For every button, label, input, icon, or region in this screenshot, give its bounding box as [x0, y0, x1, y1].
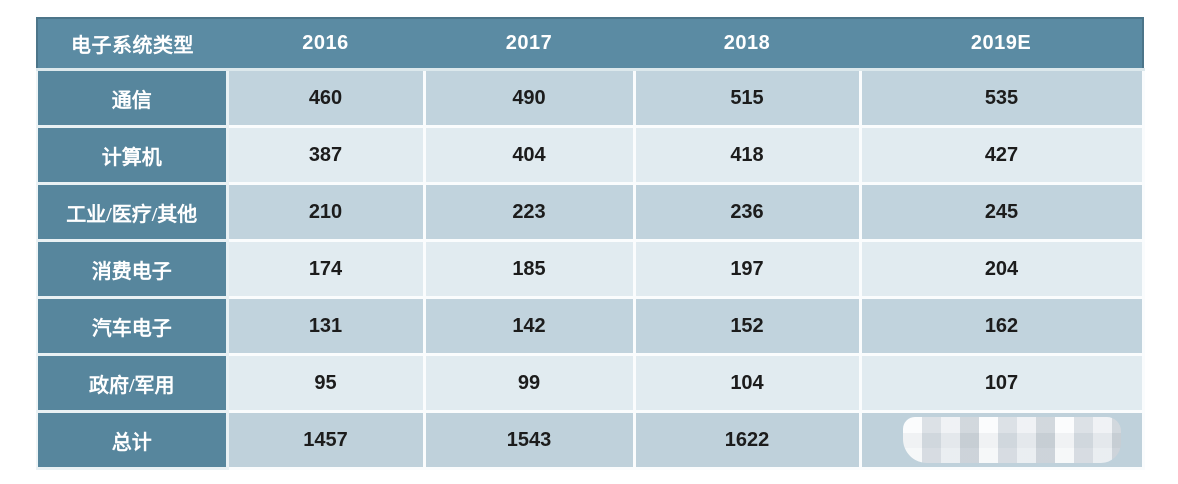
- data-cell: 210: [225, 182, 426, 242]
- data-cell: 427: [858, 125, 1145, 185]
- data-cell: 185: [422, 239, 636, 299]
- data-cell: 162: [858, 296, 1145, 356]
- data-cell: 107: [858, 353, 1145, 413]
- year-column-header: 2016: [227, 17, 424, 71]
- data-cell: 515: [632, 68, 862, 128]
- category-column-header: 电子系统类型: [36, 17, 227, 71]
- row-label-cell: 计算机: [36, 125, 229, 185]
- row-label-cell: 工业/医疗/其他: [36, 182, 229, 242]
- row-label-cell: 消费电子: [36, 239, 229, 299]
- data-cell: 95: [225, 353, 426, 413]
- data-cell: 197: [632, 239, 862, 299]
- data-cell: 204: [858, 239, 1145, 299]
- data-cell: 131: [225, 296, 426, 356]
- data-cell: 460: [225, 68, 426, 128]
- data-cell: 245: [858, 182, 1145, 242]
- row-label-cell: 汽车电子: [36, 296, 229, 356]
- data-cell: 490: [422, 68, 636, 128]
- data-cell: 104: [632, 353, 862, 413]
- data-cell: 142: [422, 296, 636, 356]
- year-column-header: 2019E: [860, 17, 1144, 71]
- table-row: 汽车电子 131 142 152 162: [36, 296, 1145, 356]
- year-column-header: 2017: [424, 17, 634, 71]
- data-cell: 223: [422, 182, 636, 242]
- electronic-systems-table: 电子系统类型 2016 2017 2018 2019E 通信 460 490 515 535 计算…: [36, 17, 1145, 470]
- data-cell: 387: [225, 125, 426, 185]
- row-label-cell: 总计: [36, 410, 229, 470]
- page: 电子系统类型 2016 2017 2018 2019E 通信 460 490 515 535 计算…: [0, 17, 1178, 484]
- table-row: 总计 1457 1543 1622: [36, 410, 1145, 470]
- table-body: 通信 460 490 515 535 计算机 387 404 418 427 工业/医疗/其他 210…: [36, 68, 1145, 470]
- table-row: 工业/医疗/其他 210 223 236 245: [36, 182, 1145, 242]
- data-cell: 1543: [422, 410, 636, 470]
- data-cell: 404: [422, 125, 636, 185]
- row-label-cell: 政府/军用: [36, 353, 229, 413]
- table-row: 政府/军用 95 99 104 107: [36, 353, 1145, 413]
- data-cell: 535: [858, 68, 1145, 128]
- table-header-row: 电子系统类型 2016 2017 2018 2019E: [36, 17, 1144, 71]
- blurred-watermark: [902, 417, 1121, 463]
- data-cell: 1457: [225, 410, 426, 470]
- table-row: 消费电子 174 185 197 204: [36, 239, 1145, 299]
- data-cell: 1622: [632, 410, 862, 470]
- data-cell: 152: [632, 296, 862, 356]
- data-cell: 236: [632, 182, 862, 242]
- data-cell: 99: [422, 353, 636, 413]
- row-label-cell: 通信: [36, 68, 229, 128]
- table-row: 计算机 387 404 418 427: [36, 125, 1145, 185]
- table-row: 通信 460 490 515 535: [36, 68, 1145, 128]
- data-cell: [858, 410, 1145, 470]
- year-column-header: 2018: [634, 17, 860, 71]
- data-cell: 418: [632, 125, 862, 185]
- data-cell: 174: [225, 239, 426, 299]
